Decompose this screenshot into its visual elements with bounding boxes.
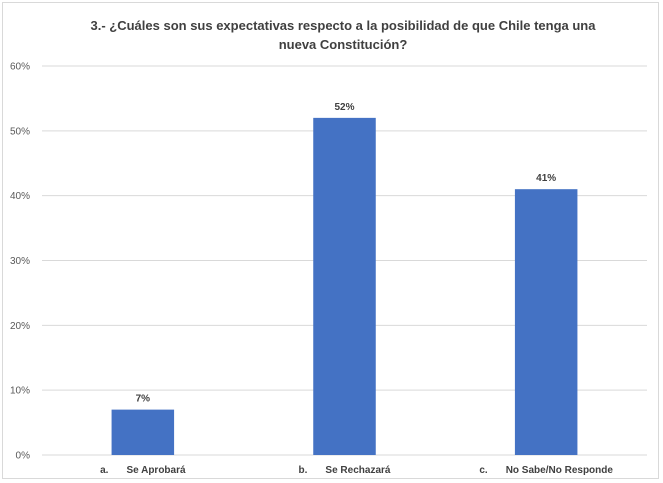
y-tick-label: 0% (16, 451, 31, 462)
chart-title-line-2: nueva Constitución? (278, 37, 408, 52)
category-prefix: a. (100, 465, 109, 476)
category-label: b. Se Rechazará (299, 465, 391, 476)
category-name: No Sabe/No Responde (506, 465, 614, 476)
bar (111, 409, 175, 455)
bars (111, 117, 578, 455)
chart-title: 3.- ¿Cuáles son sus expectativas respect… (63, 16, 623, 54)
y-tick-label: 40% (10, 191, 30, 202)
bar (313, 117, 376, 455)
y-tick-label: 50% (10, 126, 30, 137)
y-tick-label: 10% (10, 386, 30, 397)
category-name: Se Aprobará (126, 465, 186, 476)
category-label: a. Se Aprobará (100, 465, 186, 476)
y-axis-labels: 0% 10% 20% 30% 40% 50% 60% (10, 62, 30, 462)
y-tick-label: 60% (10, 62, 30, 73)
data-label: 7% (136, 394, 151, 405)
category-prefix: c. (479, 465, 488, 476)
x-axis-labels: a. Se Aprobará b. Se Rechazará c. No Sabe/No … (100, 465, 613, 476)
data-label: 52% (334, 102, 354, 113)
data-labels: 7% 52% 41% (136, 102, 557, 405)
category-prefix: b. (299, 465, 308, 476)
y-tick-label: 30% (10, 256, 30, 267)
y-tick-label: 20% (10, 321, 30, 332)
chart-title-line-1: 3.- ¿Cuáles son sus expectativas respect… (90, 18, 596, 33)
bar (514, 189, 578, 455)
category-name: Se Rechazará (325, 465, 390, 476)
category-label: c. No Sabe/No Responde (479, 465, 613, 476)
data-label: 41% (536, 173, 556, 184)
